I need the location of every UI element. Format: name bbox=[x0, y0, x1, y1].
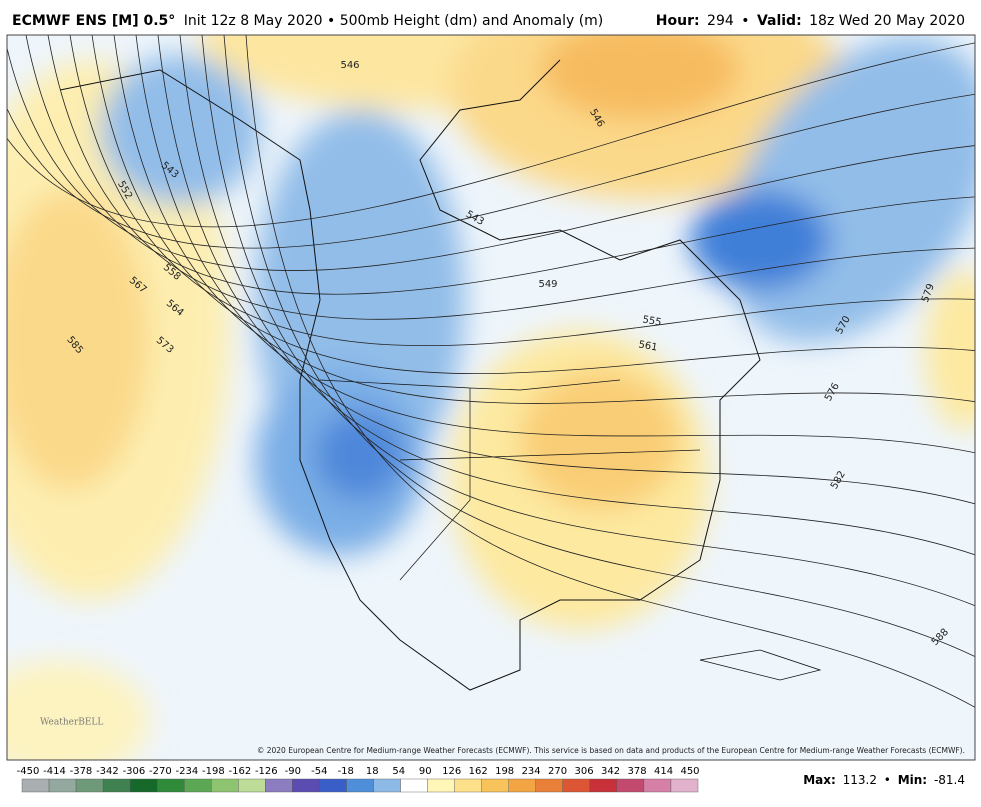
colorbar-swatch bbox=[292, 778, 320, 793]
contour-line bbox=[201, 35, 975, 607]
contour-line bbox=[69, 35, 975, 347]
contour-label: 549 bbox=[538, 279, 557, 290]
colorbar-swatch bbox=[562, 778, 591, 793]
title-bold: ECMWF ENS [M] 0.5° bbox=[12, 13, 175, 29]
colorbar-label: 198 bbox=[495, 766, 514, 777]
contour-label: 546 bbox=[340, 60, 359, 71]
valid-time: Hour: 294 • Valid: 18z Wed 20 May 2020 bbox=[656, 13, 965, 29]
colorbar-swatch bbox=[21, 778, 50, 793]
colorbar-swatch bbox=[454, 778, 482, 793]
colorbar-label: 234 bbox=[522, 766, 541, 777]
title-rest: Init 12z 8 May 2020 • 500mb Height (dm) … bbox=[184, 13, 604, 29]
colorbar-swatch bbox=[400, 778, 428, 793]
map-frame bbox=[6, 34, 976, 761]
colorbar-label: -234 bbox=[176, 766, 199, 777]
separator: • bbox=[741, 13, 749, 29]
min: -81.4 bbox=[934, 773, 965, 787]
colorbar-swatch bbox=[616, 778, 645, 793]
colorbar-label: 306 bbox=[575, 766, 594, 777]
colorbar-swatch bbox=[129, 778, 158, 793]
colorbar-swatch bbox=[102, 778, 131, 793]
colorbar-swatch bbox=[211, 778, 239, 793]
colorbar-label: 126 bbox=[442, 766, 461, 777]
contour-label: 561 bbox=[638, 339, 659, 353]
max: 113.2 bbox=[843, 773, 877, 787]
colorbar-swatch bbox=[670, 778, 699, 793]
colorbar-label: -450 bbox=[17, 766, 40, 777]
colorbar-label: 378 bbox=[627, 766, 646, 777]
title: ECMWF ENS [M] 0.5° Init 12z 8 May 2020 •… bbox=[12, 13, 603, 29]
colorbar-label: 162 bbox=[469, 766, 488, 777]
colorbar-label: 54 bbox=[392, 766, 405, 777]
separator: • bbox=[884, 773, 891, 787]
map: 5465435525585675645735855435465495555615… bbox=[7, 35, 975, 760]
colorbar-label: -54 bbox=[311, 766, 327, 777]
colorbar-label: -18 bbox=[338, 766, 354, 777]
colorbar-swatch bbox=[319, 778, 347, 793]
colorbar: -450 -414 -378 -342 -306 -270 -234 -198 -162 -126… bbox=[17, 766, 700, 793]
stats: Max: 113.2 • Min: -81.4 bbox=[803, 773, 965, 787]
contour-line bbox=[245, 35, 975, 708]
colorbar-swatch bbox=[373, 778, 401, 793]
colorbar-swatch bbox=[346, 778, 374, 793]
valid-label: Valid: bbox=[757, 13, 802, 29]
min-label: Min: bbox=[898, 773, 927, 787]
colorbar-swatch bbox=[589, 778, 618, 793]
colorbar-swatch bbox=[265, 778, 293, 793]
contour-line bbox=[7, 93, 975, 249]
logo: WeatherBELL bbox=[40, 718, 103, 728]
colorbar-swatch bbox=[427, 778, 455, 793]
colorbar-label: -198 bbox=[202, 766, 225, 777]
colorbar-label: 414 bbox=[654, 766, 673, 777]
colorbar-label: -270 bbox=[149, 766, 172, 777]
contour-line bbox=[113, 35, 975, 404]
colorbar-label: -162 bbox=[228, 766, 251, 777]
colorbar-label: 450 bbox=[680, 766, 699, 777]
colorbar-swatch bbox=[184, 778, 212, 793]
contour-line bbox=[7, 45, 975, 272]
contour-label: 555 bbox=[642, 314, 663, 328]
contour-line bbox=[91, 35, 975, 374]
colorbar-label: -306 bbox=[123, 766, 146, 777]
colorbar-label: 90 bbox=[419, 766, 432, 777]
valid: 18z Wed 20 May 2020 bbox=[809, 13, 965, 29]
colorbar-swatch bbox=[508, 778, 536, 793]
colorbar-swatch bbox=[643, 778, 672, 793]
colorbar-swatch bbox=[75, 778, 104, 793]
colorbar-label: -414 bbox=[43, 766, 66, 777]
colorbar-swatch bbox=[481, 778, 509, 793]
contour-line bbox=[25, 35, 975, 295]
contour-line bbox=[157, 35, 975, 505]
copyright: © 2020 European Centre for Medium-range … bbox=[257, 746, 965, 755]
contour-line bbox=[7, 42, 975, 228]
contour-line bbox=[223, 35, 975, 658]
hour: 294 bbox=[707, 13, 734, 29]
hour-label: Hour: bbox=[656, 13, 700, 29]
max-label: Max: bbox=[803, 773, 836, 787]
colorbar-label: -342 bbox=[96, 766, 119, 777]
colorbar-label: -90 bbox=[285, 766, 301, 777]
colorbar-label: 342 bbox=[601, 766, 620, 777]
contour-line bbox=[135, 35, 975, 454]
colorbar-label: -378 bbox=[70, 766, 93, 777]
contour-line bbox=[47, 35, 975, 320]
colorbar-label: 18 bbox=[366, 766, 379, 777]
colorbar-label: -126 bbox=[255, 766, 278, 777]
colorbar-swatch bbox=[48, 778, 77, 793]
colorbar-swatch bbox=[238, 778, 266, 793]
colorbar-label: 270 bbox=[548, 766, 567, 777]
colorbar-swatch bbox=[156, 778, 185, 793]
colorbar-swatch bbox=[535, 778, 564, 793]
contour-line bbox=[179, 35, 975, 556]
